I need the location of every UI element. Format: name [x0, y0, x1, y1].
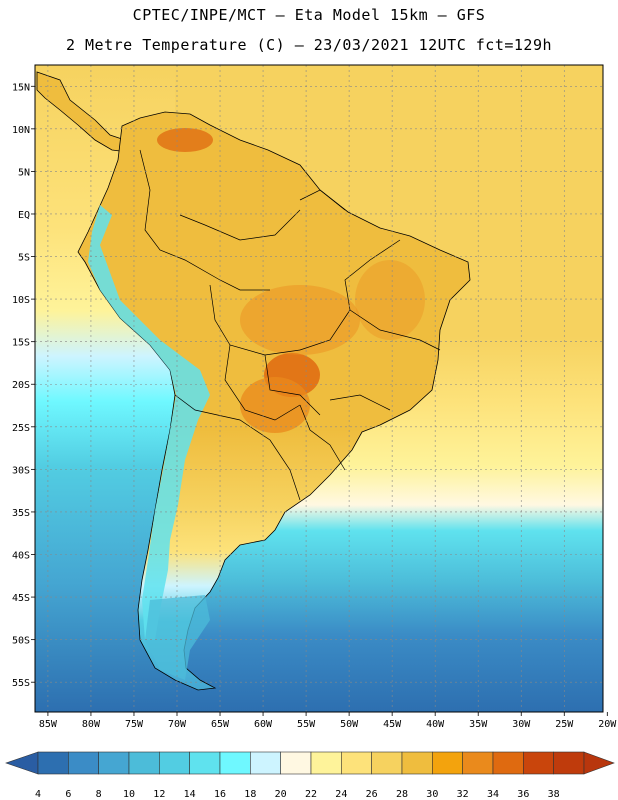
lat-tick-label: 15N [12, 82, 30, 93]
colorbar-low-arrow [5, 751, 39, 775]
longitude-axis: 85W 80W 75W 70W 65W 60W 55W 50W 45W 40W 35W 30W 25W 2… [39, 712, 617, 730]
colorbar-swatch [250, 751, 281, 775]
colorbar-tick-label: 34 [487, 789, 499, 800]
colorbar-swatch [462, 751, 494, 775]
lat-tick-label: 50S [12, 636, 30, 647]
warm-zone-northeast [355, 260, 425, 340]
colorbar-swatch [128, 751, 160, 775]
map-frame [34, 64, 604, 713]
colorbar-swatch [371, 751, 403, 775]
colorbar-tick-label: 16 [214, 789, 226, 800]
colorbar-tick-label: 36 [517, 789, 529, 800]
lon-tick-label: 70W [168, 719, 187, 730]
lon-tick-label: 30W [512, 719, 531, 730]
colorbar-tick-label: 24 [335, 789, 347, 800]
colorbar-swatch [219, 751, 251, 775]
colorbar-swatch [341, 751, 372, 775]
lon-tick-label: 75W [125, 719, 144, 730]
lat-tick-label: EQ [18, 210, 30, 221]
colorbar-tick-label: 18 [244, 789, 256, 800]
heat-core-venezuela [157, 128, 213, 152]
lon-tick-label: 65W [211, 719, 230, 730]
lon-tick-label: 25W [555, 719, 574, 730]
lat-tick-label: 10N [12, 125, 30, 136]
colorbar-tick-label: 12 [153, 789, 165, 800]
lon-tick-label: 50W [340, 719, 359, 730]
lat-tick-label: 45S [12, 593, 30, 604]
lat-tick-label: 55S [12, 678, 30, 689]
warm-zone-central-brazil [240, 285, 360, 355]
colorbar-tick-label: 32 [457, 789, 469, 800]
lat-tick-label: 25S [12, 423, 30, 434]
latitude-axis: 15N 10N 5N EQ 5S 10S 15S 20S 25S 30S 35S 40S 45S 50S 5… [12, 82, 35, 689]
colorbar-high-arrow [583, 751, 615, 775]
colorbar-tick-label: 30 [426, 789, 438, 800]
colorbar-swatch [159, 751, 190, 775]
heat-core-chaco [240, 377, 310, 433]
colorbar-swatch [523, 751, 554, 775]
colorbar-tick-label: 22 [305, 789, 317, 800]
lat-tick-label: 35S [12, 508, 30, 519]
colorbar-swatch [310, 751, 342, 775]
colorbar-swatch [98, 751, 130, 775]
lat-tick-label: 5S [18, 253, 30, 264]
colorbar-tick-label: 6 [65, 789, 71, 800]
colorbar-tick-label: 8 [96, 789, 102, 800]
colorbar-tick-label: 10 [123, 789, 135, 800]
lat-tick-label: 5N [18, 167, 30, 178]
lat-tick-label: 40S [12, 551, 30, 562]
lon-tick-label: 80W [82, 719, 101, 730]
title-line-1: CPTEC/INPE/MCT – Eta Model 15km – GFS [132, 6, 486, 24]
colorbar-swatch [280, 751, 312, 775]
colorbar-swatch [432, 751, 463, 775]
lon-tick-label: 35W [469, 719, 488, 730]
title-line-2: 2 Metre Temperature (C) – 23/03/2021 12U… [65, 36, 553, 54]
lat-tick-label: 20S [12, 380, 30, 391]
colorbar-swatch [37, 751, 69, 775]
temperature-colorbar: 4 6 8 10 12 14 16 18 20 22 24 26 28 30 32 34 36 38 [5, 751, 615, 800]
andes-cold-band [88, 205, 210, 640]
colorbar-tick-label: 14 [184, 789, 196, 800]
lat-tick-label: 30S [12, 465, 30, 476]
colorbar-swatch [68, 751, 99, 775]
colorbar-tick-label: 4 [35, 789, 41, 800]
lon-tick-label: 85W [39, 719, 58, 730]
colorbar-swatch [492, 751, 524, 775]
lon-tick-label: 55W [297, 719, 316, 730]
colorbar-tick-label: 26 [366, 789, 378, 800]
lon-tick-label: 40W [426, 719, 445, 730]
lon-tick-label: 20W [598, 719, 617, 730]
lon-tick-label: 60W [254, 719, 273, 730]
lon-tick-label: 45W [383, 719, 402, 730]
lat-tick-label: 10S [12, 295, 30, 306]
colorbar-swatch [401, 751, 433, 775]
colorbar-tick-label: 38 [548, 789, 560, 800]
colorbar-swatch [189, 751, 221, 775]
colorbar-tick-label: 28 [396, 789, 408, 800]
colorbar-swatch [553, 751, 585, 775]
patagonia-cold-region [145, 595, 210, 680]
colorbar-tick-label: 20 [275, 789, 287, 800]
lat-tick-label: 15S [12, 338, 30, 349]
